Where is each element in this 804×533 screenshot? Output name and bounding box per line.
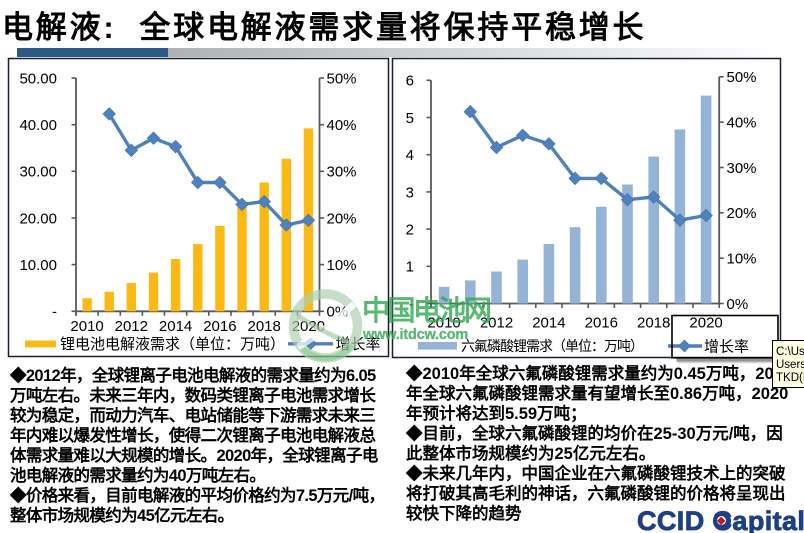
svg-text:6: 6 — [406, 73, 414, 90]
svg-text:20%: 20% — [327, 210, 357, 227]
svg-text:2016: 2016 — [585, 315, 618, 332]
svg-text:六氟磷酸锂需求（单位：万吨）: 六氟磷酸锂需求（单位：万吨） — [461, 338, 643, 354]
svg-text:增长率: 增长率 — [704, 339, 749, 356]
svg-text:50%: 50% — [727, 69, 757, 86]
svg-text:2012: 2012 — [115, 318, 148, 335]
svg-text:3: 3 — [406, 184, 414, 201]
svg-text:锂电池电解液需求（单位：万吨）: 锂电池电解液需求（单位：万吨） — [60, 336, 285, 353]
svg-text:2018: 2018 — [248, 318, 281, 335]
svg-text:1: 1 — [406, 259, 414, 276]
svg-text:中国电池网: 中国电池网 — [362, 295, 491, 326]
svg-text:2010: 2010 — [70, 318, 103, 335]
svg-text:40%: 40% — [727, 115, 757, 132]
svg-text:30%: 30% — [327, 164, 357, 181]
svg-text:40.00: 40.00 — [19, 117, 57, 134]
svg-text:4: 4 — [406, 147, 414, 164]
svg-text:10.00: 10.00 — [19, 257, 57, 274]
svg-text:20%: 20% — [727, 205, 757, 222]
svg-text:30.00: 30.00 — [19, 164, 57, 181]
svg-text:10%: 10% — [727, 251, 757, 268]
svg-text:2014: 2014 — [532, 315, 565, 332]
svg-text:2: 2 — [406, 222, 414, 239]
svg-text:5: 5 — [406, 110, 414, 127]
svg-text:40%: 40% — [327, 117, 357, 134]
svg-text:50%: 50% — [327, 70, 357, 87]
svg-text:10%: 10% — [327, 257, 357, 274]
svg-text:2018: 2018 — [637, 315, 670, 332]
svg-text:2020: 2020 — [689, 315, 722, 332]
svg-text:2010: 2010 — [427, 315, 460, 332]
svg-text:-: - — [409, 296, 414, 313]
svg-text:2012: 2012 — [480, 315, 513, 332]
svg-text:0%: 0% — [727, 296, 749, 313]
svg-text:-: - — [52, 304, 57, 321]
svg-text:2014: 2014 — [159, 318, 192, 335]
svg-text:www.itdcw.com: www.itdcw.com — [362, 327, 468, 343]
svg-text:50.00: 50.00 — [19, 70, 57, 87]
svg-text:30%: 30% — [727, 160, 757, 177]
svg-text:20.00: 20.00 — [19, 210, 57, 227]
svg-text:2016: 2016 — [203, 318, 236, 335]
